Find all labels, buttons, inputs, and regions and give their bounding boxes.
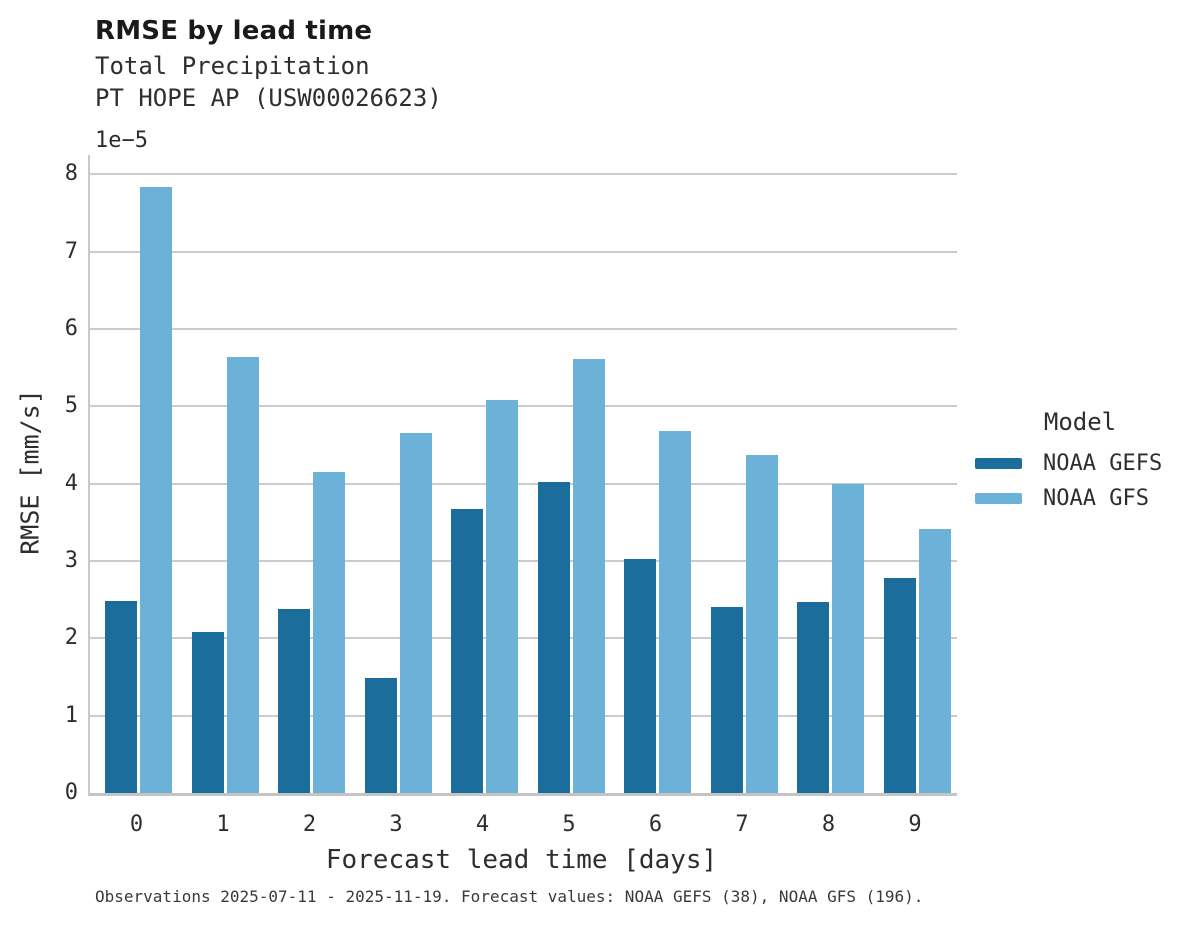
y-tick-1: 1 [64, 702, 78, 728]
gridline-y1 [90, 714, 957, 717]
bar-noaa-gfs-lead6 [659, 431, 691, 793]
gridline-y3 [90, 560, 957, 562]
y-tick-2: 2 [64, 625, 78, 651]
bar-noaa-gefs-lead0 [105, 601, 137, 793]
footnote: Observations 2025-07-11 - 2025-11-19. Fo… [95, 887, 924, 906]
legend-items: NOAA GEFS NOAA GFS [975, 446, 1185, 516]
x-tick-1: 1 [216, 812, 230, 837]
y-tick-6: 6 [64, 316, 78, 341]
gridline-y5 [90, 405, 957, 408]
x-tick-9: 9 [908, 812, 922, 837]
legend-item-noaa-gefs: NOAA GEFS [975, 446, 1185, 481]
y-tick-7: 7 [64, 238, 78, 264]
gridline-y4 [90, 482, 957, 485]
gridline-y6 [90, 328, 957, 330]
gridline-y2 [90, 637, 957, 640]
bar-noaa-gefs-lead3 [364, 677, 397, 793]
bar-noaa-gefs-lead2 [278, 608, 310, 793]
y-tick-5: 5 [64, 393, 78, 419]
bar-noaa-gefs-lead9 [883, 578, 916, 793]
bar-noaa-gefs-lead4 [451, 509, 483, 793]
chart-subtitle-station: PT HOPE AP (USW00026623) [95, 84, 442, 112]
legend-title: Model [1043, 408, 1117, 436]
x-axis-label: Forecast lead time [days] [325, 845, 718, 875]
gridline-y7 [90, 250, 957, 253]
x-tick-2: 2 [302, 812, 317, 837]
bar-noaa-gfs-lead5 [572, 359, 605, 793]
gridline-y8 [90, 173, 957, 176]
x-tick-5: 5 [562, 812, 576, 837]
bar-noaa-gefs-lead1 [191, 632, 224, 793]
bar-noaa-gefs-lead8 [797, 602, 829, 793]
y-tick-0: 0 [64, 780, 78, 805]
x-tick-8: 8 [821, 812, 836, 837]
legend-label: NOAA GFS [1043, 486, 1149, 511]
plot-area [88, 155, 957, 796]
bar-noaa-gfs-lead0 [140, 187, 172, 793]
x-tick-3: 3 [389, 812, 403, 837]
x-tick-6: 6 [648, 812, 663, 837]
legend-swatch-icon [975, 493, 1022, 504]
x-tick-4: 4 [475, 812, 490, 837]
bar-noaa-gfs-lead2 [313, 472, 345, 793]
y-tick-8: 8 [64, 161, 78, 187]
legend-label: NOAA GEFS [1043, 451, 1163, 476]
bar-noaa-gefs-lead7 [710, 606, 743, 793]
legend-item-noaa-gfs: NOAA GFS [975, 481, 1185, 516]
chart-subtitle-variable: Total Precipitation [95, 52, 370, 80]
bar-noaa-gfs-lead7 [745, 455, 778, 793]
bar-noaa-gefs-lead6 [624, 558, 656, 793]
bar-noaa-gfs-lead1 [226, 356, 259, 793]
bar-noaa-gefs-lead5 [537, 482, 570, 793]
bar-noaa-gfs-lead8 [832, 483, 864, 793]
bar-noaa-gfs-lead4 [486, 400, 518, 793]
x-tick-7: 7 [735, 812, 749, 837]
chart-title: RMSE by lead time [95, 16, 373, 46]
bar-noaa-gfs-lead9 [918, 528, 951, 793]
bar-noaa-gfs-lead3 [399, 433, 432, 793]
y-axis-offset-label: 1e−5 [95, 128, 148, 153]
legend-swatch-icon [975, 458, 1022, 469]
x-tick-0: 0 [129, 812, 144, 837]
y-tick-4: 4 [64, 470, 78, 496]
legend: Model NOAA GEFS NOAA GFS [975, 408, 1185, 516]
y-tick-3: 3 [64, 548, 78, 573]
